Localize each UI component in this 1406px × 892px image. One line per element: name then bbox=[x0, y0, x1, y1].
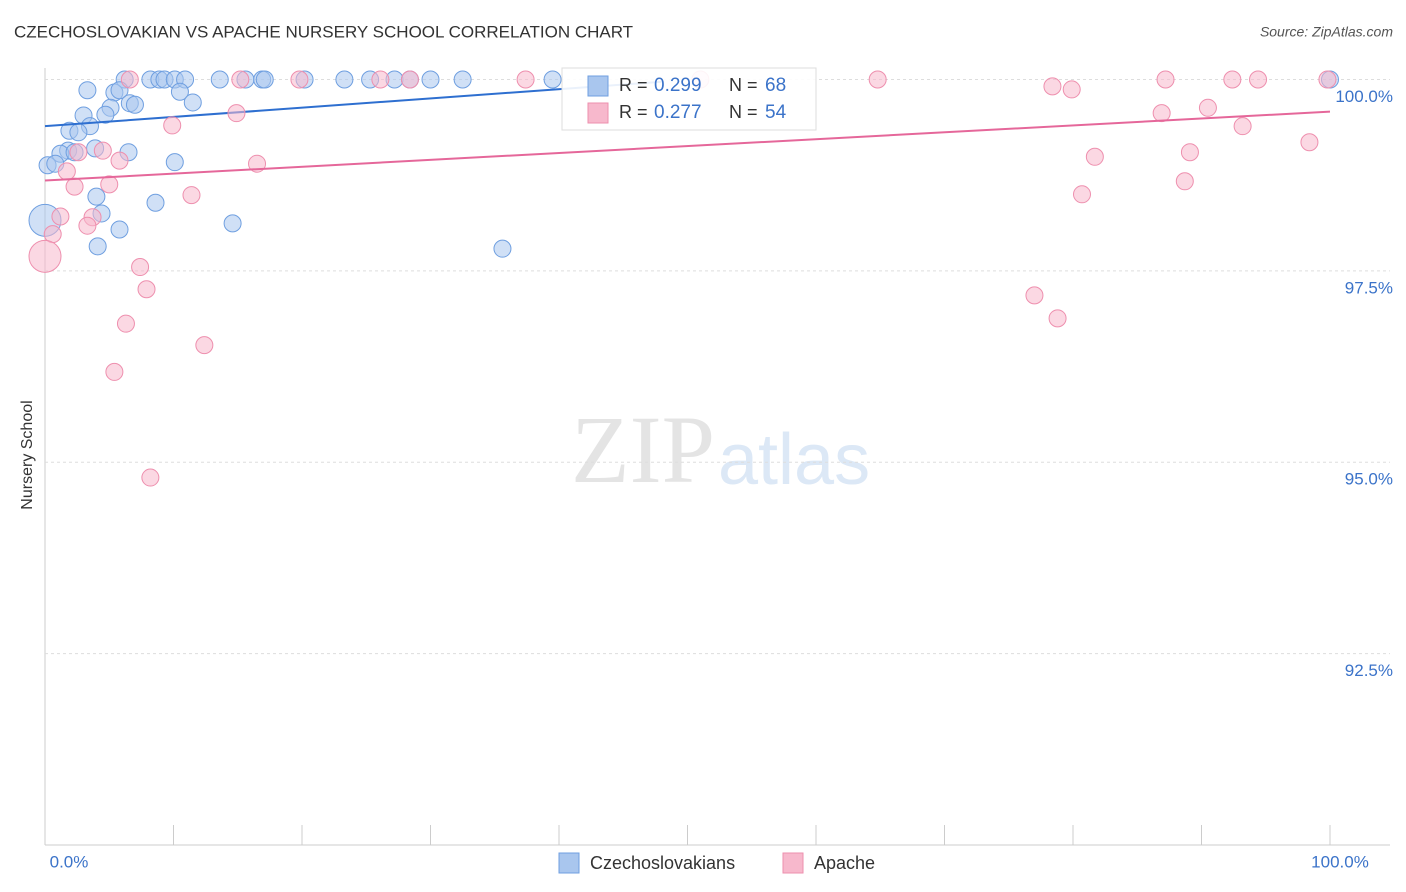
point bbox=[1175, 172, 1194, 191]
point bbox=[1223, 70, 1242, 89]
point bbox=[146, 193, 165, 212]
point bbox=[65, 177, 84, 196]
y-tick-label: 95.0% bbox=[1345, 470, 1393, 489]
legend-swatch bbox=[558, 852, 580, 874]
point bbox=[51, 207, 70, 226]
point bbox=[1318, 70, 1337, 89]
point bbox=[1300, 133, 1319, 152]
point bbox=[453, 70, 472, 89]
point bbox=[28, 239, 62, 273]
trend-line bbox=[44, 110, 1331, 182]
point bbox=[1043, 77, 1062, 96]
source: Source: ZipAtlas.com bbox=[1260, 24, 1393, 40]
point bbox=[110, 151, 129, 170]
point bbox=[57, 162, 76, 181]
point bbox=[78, 216, 97, 235]
point bbox=[69, 123, 88, 142]
y-tick-label: 92.5% bbox=[1345, 661, 1393, 680]
point bbox=[195, 336, 214, 355]
legend-n: 54 bbox=[765, 102, 787, 123]
x-tick-label: 0.0% bbox=[50, 852, 89, 871]
y-axis-label: Nursery School bbox=[19, 400, 36, 509]
chart-title: CZECHOSLOVAKIAN VS APACHE NURSERY SCHOOL… bbox=[14, 22, 633, 41]
point bbox=[182, 186, 201, 205]
point bbox=[223, 214, 242, 233]
point bbox=[100, 175, 119, 194]
point bbox=[1062, 80, 1081, 99]
point bbox=[400, 70, 419, 89]
legend-swatch bbox=[782, 852, 804, 874]
legend-label: R = bbox=[619, 75, 648, 95]
point bbox=[110, 220, 129, 239]
point bbox=[163, 116, 182, 135]
point bbox=[231, 70, 250, 89]
point bbox=[1072, 185, 1091, 204]
point bbox=[1249, 70, 1268, 89]
point bbox=[88, 237, 107, 256]
point bbox=[543, 70, 562, 89]
point bbox=[69, 143, 88, 162]
point bbox=[1048, 309, 1067, 328]
watermark: atlas bbox=[718, 420, 870, 500]
point bbox=[290, 70, 309, 89]
legend-r: 0.299 bbox=[654, 75, 702, 96]
point bbox=[87, 187, 106, 206]
point bbox=[78, 81, 97, 100]
point bbox=[227, 104, 246, 123]
legend-swatch bbox=[587, 102, 609, 124]
legend-label: N = bbox=[729, 75, 758, 95]
point bbox=[131, 258, 150, 277]
point bbox=[96, 105, 115, 124]
point bbox=[165, 153, 184, 172]
point bbox=[255, 70, 274, 89]
point bbox=[141, 468, 160, 487]
y-tick-label: 100.0% bbox=[1335, 87, 1393, 106]
point bbox=[183, 93, 202, 112]
point bbox=[137, 280, 156, 299]
point bbox=[868, 70, 887, 89]
point bbox=[210, 70, 229, 89]
point bbox=[1085, 147, 1104, 166]
point bbox=[116, 314, 135, 333]
trend-line bbox=[44, 80, 662, 128]
legend-label: R = bbox=[619, 102, 648, 122]
point bbox=[371, 70, 390, 89]
point bbox=[170, 82, 189, 101]
point bbox=[421, 70, 440, 89]
point bbox=[1152, 104, 1171, 123]
point bbox=[1233, 117, 1252, 136]
y-tick-label: 97.5% bbox=[1345, 278, 1393, 297]
legend-n: 68 bbox=[765, 75, 786, 96]
point bbox=[1180, 143, 1199, 162]
legend-entry: Apache bbox=[814, 853, 875, 873]
point bbox=[335, 70, 354, 89]
legend-entry: Czechoslovakians bbox=[590, 853, 735, 873]
watermark: ZIP bbox=[571, 396, 715, 503]
x-tick-label: 100.0% bbox=[1311, 852, 1369, 871]
point bbox=[105, 362, 124, 381]
point bbox=[1025, 286, 1044, 305]
legend-r: 0.277 bbox=[654, 102, 702, 123]
point bbox=[93, 141, 112, 160]
point bbox=[493, 239, 512, 258]
legend-label: N = bbox=[729, 102, 758, 122]
point bbox=[1156, 70, 1175, 89]
point bbox=[1198, 98, 1217, 117]
point bbox=[125, 95, 144, 114]
legend-swatch bbox=[587, 75, 609, 97]
point bbox=[120, 70, 139, 89]
point bbox=[516, 70, 535, 89]
